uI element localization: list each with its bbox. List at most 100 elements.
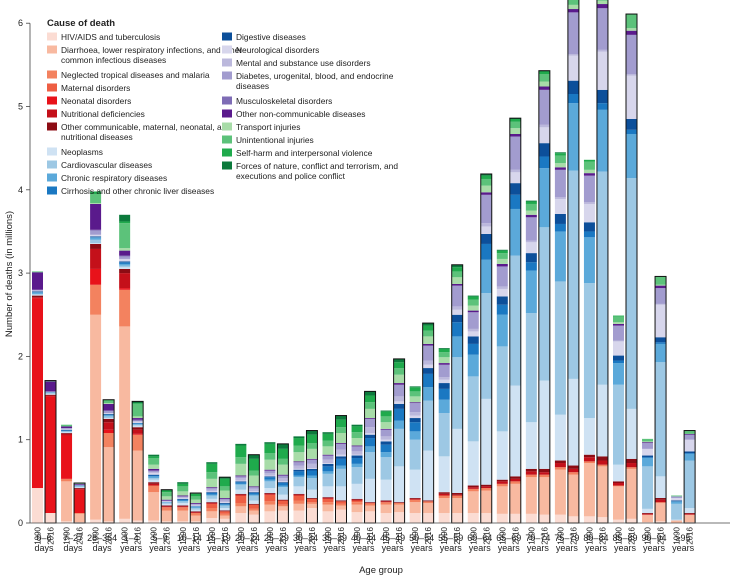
year-label: 2016 [540,526,549,544]
bar-segment [422,501,434,504]
bar-segment [642,458,654,467]
age-group-label: years [120,543,143,553]
bar-segment [293,503,305,511]
bar-segment [583,237,595,284]
bar-segment [438,388,450,400]
bar-segment [148,473,160,475]
bar-segment [438,363,450,365]
bars [32,0,696,524]
bar-segment [264,442,276,444]
bar-segment [567,472,579,475]
bar-segment [393,383,405,385]
year-label: 2016 [657,526,666,544]
bar-segment [61,521,73,523]
bar-segment [103,418,115,423]
bar-segment [642,438,654,442]
bar-segment [554,460,566,464]
bar-segment [177,501,189,504]
legend-label: Cardiovascular diseases [61,160,152,170]
bar-segment [567,468,579,473]
bar-segment [364,478,376,503]
bar-segment [306,463,318,469]
legend-label: executions and police conflict [236,171,346,181]
bar-segment [148,475,160,477]
bar-segment [293,500,305,504]
bar-segment [409,502,421,514]
bar-segment [322,486,334,498]
bar-segment [626,458,637,464]
bar-segment [206,493,218,495]
bar-segment [277,506,289,511]
bar-segment [235,489,247,494]
bar-segment [103,400,115,404]
bar-segment [351,458,363,464]
bar-segment [451,357,463,429]
bar-segment [380,411,392,417]
bar-segment [467,299,479,306]
bar-segment [277,487,289,495]
bar-segment [596,171,608,385]
bar-segment [277,443,289,449]
bar-segment [393,374,405,384]
year-label: 2016 [192,526,201,544]
legend-label: Digestive diseases [236,32,306,42]
bar-segment [538,468,550,473]
bar-segment [380,502,392,505]
bar-segment [525,471,537,475]
bar-segment [148,476,160,479]
bar-segment [451,495,463,499]
bar-segment [351,467,363,484]
bar-segment [264,476,276,478]
bar-segment [509,136,521,170]
bar-segment [422,373,434,388]
bar-segment [509,169,521,173]
bar-segment [451,309,463,315]
bar-segment [219,500,231,503]
bar-segment [45,393,56,394]
bar-segment [438,399,450,414]
bar-segment [525,477,537,514]
bar-segment [684,513,696,514]
age-group-label: 60–64 [467,533,492,543]
bar-segment [132,450,144,521]
bar-segment [161,499,173,501]
bar-segment [103,403,115,404]
bar-segment [103,410,115,414]
bar-segment [554,163,566,168]
bar-segment [467,305,479,311]
bar-segment [409,418,421,423]
bar-segment [277,458,289,465]
bar-segment [364,446,376,453]
bar-segment [467,487,479,489]
bar-segment [32,292,43,294]
bar-segment [596,103,608,110]
bar-segment [74,488,86,489]
bar-segment [90,237,102,240]
bar-segment [364,503,376,506]
bar-segment [496,266,508,287]
bar-segment [613,483,624,486]
bar-segment [306,470,318,476]
bar-segment [132,416,144,419]
bar-segment [554,231,566,282]
bar-segment [293,438,305,446]
bar-segment [496,483,508,487]
bar-segment [496,250,508,254]
bar-segment [467,441,479,486]
legend-swatch [47,109,57,118]
bar-segment [613,384,624,465]
bar-segment [509,478,521,482]
bar-segment [655,285,667,289]
bar-segment [148,485,160,493]
bar-segment [596,456,608,461]
bar-segment [480,259,492,294]
year-label: 1990 [92,526,101,544]
bar-segment [567,4,579,10]
bar-segment [364,503,376,504]
bar-segment [335,433,347,444]
bar-segment [322,473,334,487]
bar-segment [509,255,521,386]
bar-segment [293,477,305,487]
bar-segment [671,498,683,501]
